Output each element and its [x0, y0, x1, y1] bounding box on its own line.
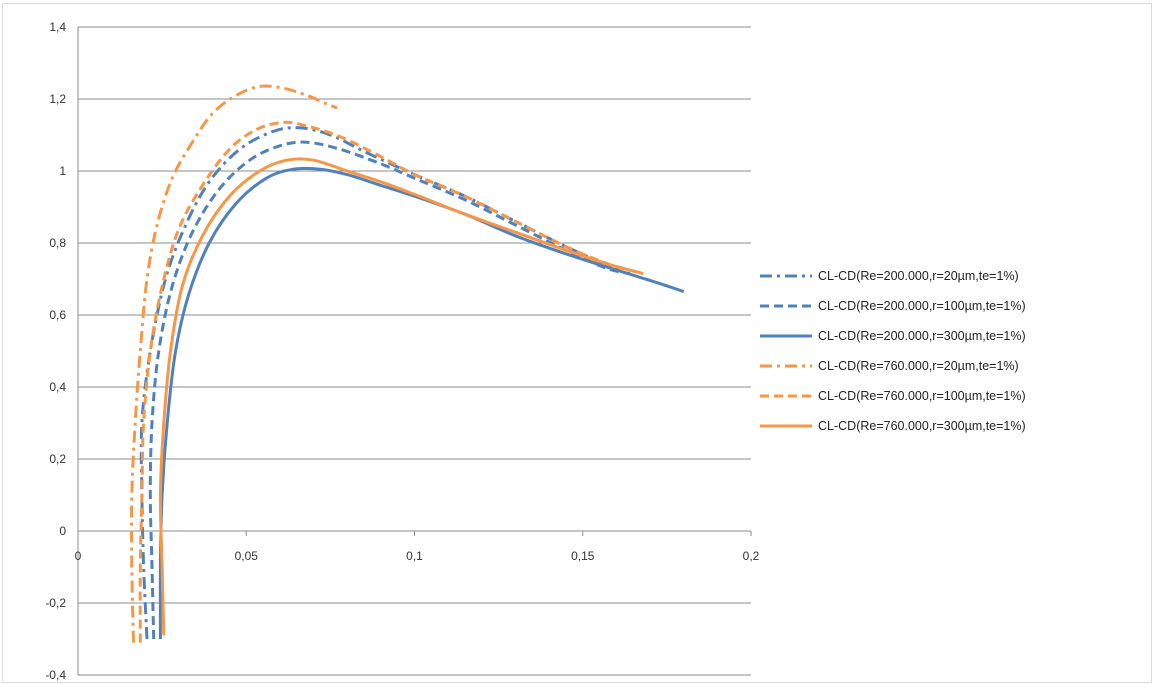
legend-label-5: CL-CD(Re=760.000,r=100µm,te=1%): [818, 389, 1026, 403]
legend-layer: CL-CD(Re=200.000,r=20µm,te=1%) CL-CD(Re=2…: [760, 269, 1026, 433]
y-tick-label: 0,2: [49, 452, 66, 466]
y-tick-label: -0,2: [45, 596, 66, 610]
legend-label-4: CL-CD(Re=760.000,r=20µm,te=1%): [818, 359, 1019, 373]
legend-label-6: CL-CD(Re=760.000,r=300µm,te=1%): [818, 419, 1026, 433]
legend-label-1: CL-CD(Re=200.000,r=20µm,te=1%): [818, 269, 1019, 283]
y-tick-label: -0,4: [45, 668, 66, 682]
legend-label-2: CL-CD(Re=200.000,r=100µm,te=1%): [818, 299, 1026, 313]
y-tick-label: 0: [59, 524, 66, 538]
axis-layer: -0,4 -0,2 0 0,2 0,4 0,6 0,8 1 1,2 1,4 0 0,05 0,1 0,15…: [45, 20, 759, 682]
grid-layer: [78, 26, 751, 676]
x-tick-label: 0,1: [406, 549, 423, 563]
series-line-3: [158, 166, 685, 640]
y-tick-label: 0,6: [49, 308, 66, 322]
y-tick-label: 1,2: [49, 92, 66, 106]
series-line-2: [148, 140, 631, 640]
chart-svg: -0,4 -0,2 0 0,2 0,4 0,6 0,8 1 1,2 1,4 0 0,05 0,1 0,15…: [45, 20, 1026, 682]
chart-frame: -0,4 -0,2 0 0,2 0,4 0,6 0,8 1 1,2 1,4 0 0,05 0,1 0,15…: [2, 3, 1152, 683]
y-tick-label: 0,4: [49, 380, 66, 394]
x-tick-label: 0,05: [235, 549, 259, 563]
series-line-4: [130, 84, 338, 643]
x-tick-label: 0,15: [571, 549, 595, 563]
series-layer: [130, 84, 685, 643]
x-tick-label: 0: [75, 549, 82, 563]
y-tick-label: 1,4: [49, 20, 66, 34]
x-tick-label: 0,2: [743, 549, 760, 563]
series-line-6: [158, 157, 644, 636]
series-line-1: [139, 126, 624, 640]
legend-label-3: CL-CD(Re=200.000,r=300µm,te=1%): [818, 329, 1026, 343]
y-tick-label: 1: [59, 164, 66, 178]
y-tick-label: 0,8: [49, 236, 66, 250]
series-line-5: [138, 120, 637, 643]
